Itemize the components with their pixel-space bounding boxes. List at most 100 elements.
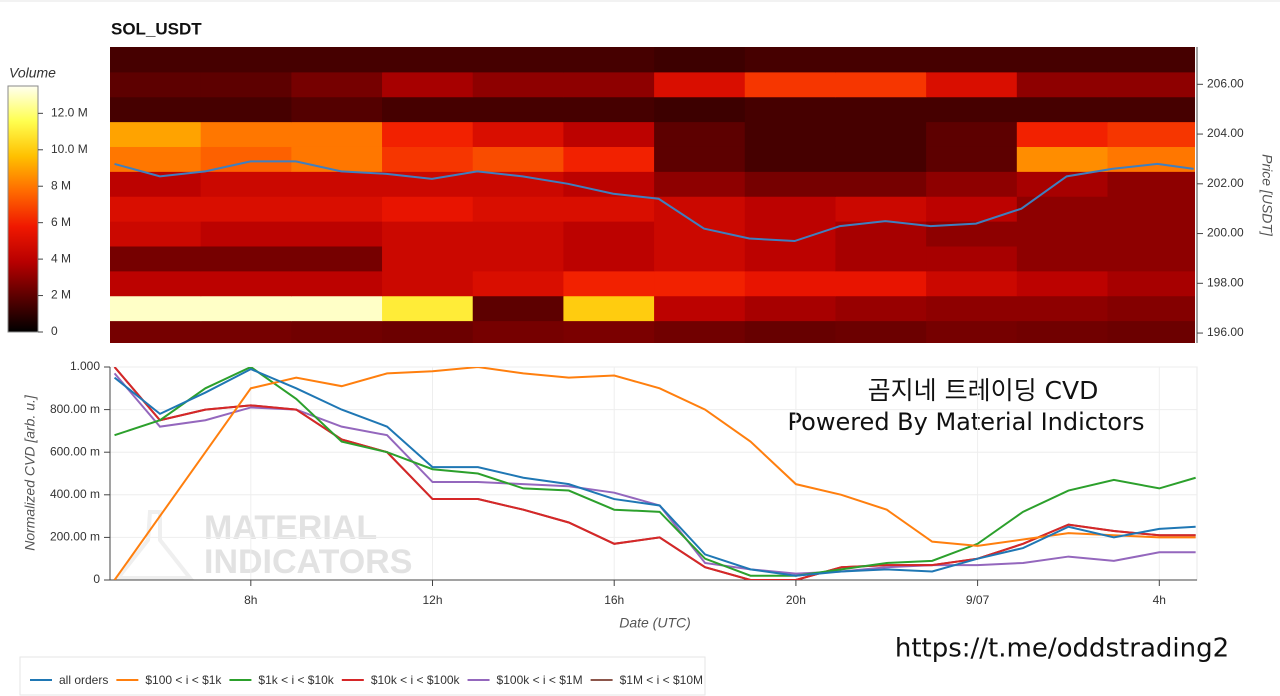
heatmap-cell xyxy=(563,96,655,123)
y-tick-label: 200.00 xyxy=(1207,226,1244,240)
colorbar-tick-label: 6 M xyxy=(51,215,71,229)
heatmap-cell xyxy=(563,71,655,98)
heatmap-cell xyxy=(200,221,292,247)
heatmap-cell xyxy=(1107,245,1195,272)
heatmap-cell xyxy=(835,121,927,147)
heatmap-cell xyxy=(835,196,927,222)
heatmap-cell xyxy=(563,320,655,343)
heatmap-cell xyxy=(200,146,292,172)
heatmap-cell xyxy=(382,47,474,73)
heatmap-cell xyxy=(1016,295,1108,322)
heatmap-cell xyxy=(926,121,1018,147)
heatmap-cell xyxy=(1107,171,1195,197)
cvd-line xyxy=(113,367,1196,580)
y-tick-label: 0 xyxy=(93,572,100,586)
heatmap-cell xyxy=(654,47,746,73)
legend-box xyxy=(19,656,706,696)
heatmap-cell xyxy=(382,196,474,222)
colorbar-tick-label: 10.0 M xyxy=(51,142,88,156)
y-tick-label: 198.00 xyxy=(1207,275,1244,289)
watermark: INDICATORS xyxy=(204,543,412,581)
y-tick-label: 206.00 xyxy=(1207,76,1244,90)
y-tick-label: 202.00 xyxy=(1207,176,1244,190)
price-line xyxy=(114,160,1194,243)
heatmap-cell xyxy=(472,121,564,147)
heatmap-cell xyxy=(472,71,564,98)
legend-label: $100k < i < $1M xyxy=(497,673,583,687)
heatmap-cell xyxy=(1016,270,1108,297)
heatmap-cells xyxy=(110,47,1195,343)
heatmap-cell xyxy=(291,295,383,322)
heatmap-cell xyxy=(382,121,474,147)
annotation: https://t.me/oddstrading2 xyxy=(895,634,1229,664)
y-tick-label: 200.00 m xyxy=(50,530,100,544)
heatmap-cell xyxy=(200,171,292,197)
colorbar-tick-label: 2 M xyxy=(51,288,71,302)
heatmap-cell xyxy=(110,245,202,272)
heatmap-cell xyxy=(472,295,564,322)
heatmap-cell xyxy=(926,320,1018,343)
heatmap-cell xyxy=(654,171,746,197)
heatmap-cell xyxy=(744,71,836,98)
heatmap-cell xyxy=(563,47,655,73)
heatmap-cell xyxy=(1107,295,1195,322)
heatmap-cell xyxy=(291,47,383,73)
cvd-line xyxy=(113,368,1196,577)
heatmap-cell xyxy=(654,196,746,222)
heatmap-cell xyxy=(1016,320,1108,343)
heatmap-cell xyxy=(654,121,746,147)
watermark-logo xyxy=(113,510,195,580)
y-axis-label: Normalized CVD [arb. u.] xyxy=(22,394,38,551)
heatmap-cell xyxy=(563,221,655,247)
heatmap-cell xyxy=(835,71,927,98)
heatmap-cell xyxy=(291,121,383,147)
heatmap-cell xyxy=(200,196,292,222)
heatmap-cell xyxy=(472,47,564,73)
heatmap-cell xyxy=(382,71,474,98)
heatmap-cell xyxy=(472,96,564,123)
heatmap-cell xyxy=(291,71,383,98)
heatmap-cell xyxy=(110,221,202,247)
heatmap-cell xyxy=(1016,71,1108,98)
heatmap-cell xyxy=(563,295,655,322)
heatmap-cell xyxy=(382,146,474,172)
heatmap-cell xyxy=(835,146,927,172)
heatmap-cell xyxy=(200,245,292,272)
heatmap-cell xyxy=(110,71,202,98)
heatmap-cell xyxy=(1107,47,1195,73)
heatmap-cell xyxy=(291,320,383,343)
heatmap-cell xyxy=(472,221,564,247)
x-tick-label: 12h xyxy=(422,593,442,607)
heatmap-cell xyxy=(200,121,292,147)
x-tick-label: 20h xyxy=(786,593,806,607)
heatmap-cell xyxy=(744,221,836,247)
heatmap-cell xyxy=(200,47,292,73)
heatmap-cell xyxy=(926,270,1018,297)
heatmap-cell xyxy=(744,295,836,322)
heatmap-cell xyxy=(382,320,474,343)
heatmap-cell xyxy=(744,270,836,297)
heatmap-cell xyxy=(110,121,202,147)
heatmap-cell xyxy=(926,47,1018,73)
heatmap-cell xyxy=(1016,196,1108,222)
colorbar-title: Volume xyxy=(9,65,56,81)
heatmap-cell xyxy=(382,270,474,297)
colorbar xyxy=(7,85,39,333)
heatmap-cell xyxy=(744,171,836,197)
heatmap-cell xyxy=(563,245,655,272)
heatmap-cell xyxy=(1107,71,1195,98)
colorbar-tick-label: 8 M xyxy=(51,178,71,192)
heatmap-cell xyxy=(291,196,383,222)
heatmap-cell xyxy=(835,171,927,197)
legend-label: $10k < i < $100k xyxy=(371,673,461,687)
heatmap-cell xyxy=(382,295,474,322)
heatmap-cell xyxy=(110,47,202,73)
colorbar-tick-label: 12.0 M xyxy=(51,106,88,120)
y-tick-label: 800.00 m xyxy=(50,402,100,416)
heatmap-cell xyxy=(1016,245,1108,272)
heatmap-cell xyxy=(200,96,292,123)
heatmap-cell xyxy=(472,320,564,343)
heatmap-cell xyxy=(200,320,292,343)
heatmap-cell xyxy=(291,96,383,123)
heatmap-cell xyxy=(744,47,836,73)
